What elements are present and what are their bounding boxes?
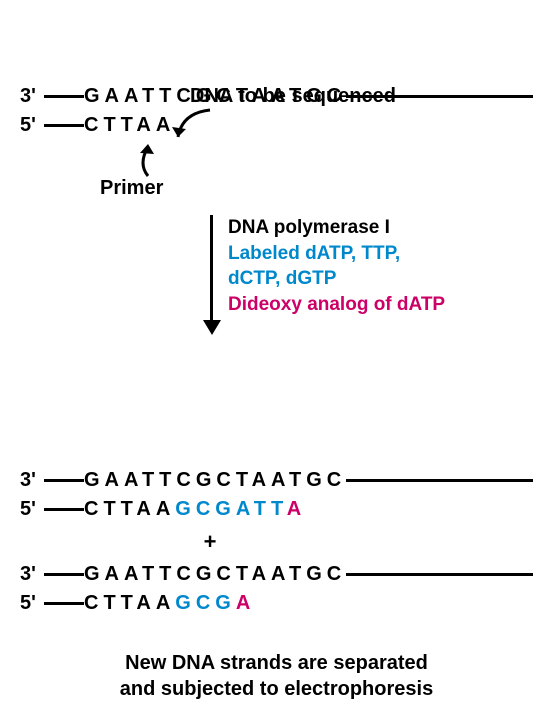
down-arrow-line [210, 215, 213, 325]
three-prime-label: 3' [20, 469, 44, 492]
primer-label-group: Primer [100, 177, 533, 200]
reagent-dntp-2: dCTP, dGTP [228, 266, 533, 292]
product2-template: 3' GAATTCGCTAATGC [20, 563, 533, 586]
strand-line-left [44, 573, 84, 576]
strand-line-right [346, 479, 533, 482]
spacer [20, 333, 533, 463]
five-prime-label: 5' [20, 498, 44, 521]
title-arrow [170, 107, 220, 147]
caption: New DNA strands are separated and subjec… [20, 650, 533, 702]
strand-line-left [44, 479, 84, 482]
reagent-ddntp: Dideoxy analog of dATP [228, 292, 533, 318]
product1-new-strand: 5' CTTAAGCGATTA [20, 498, 533, 521]
product1-template: 3' GAATTCGCTAATGC [20, 469, 533, 492]
reagent-polymerase: DNA polymerase I [228, 215, 533, 241]
primer-label-text: Primer [100, 177, 163, 199]
five-prime-label: 5' [20, 114, 44, 137]
down-arrow-head [203, 320, 221, 335]
primer-sequence-1: CTTAA [84, 114, 175, 137]
caption-line-1: New DNA strands are separated [20, 650, 533, 676]
product1-primer-part: CTTAA [84, 498, 175, 520]
product1-terminator: A [287, 498, 306, 520]
strand-line-left [44, 508, 84, 511]
five-prime-label: 5' [20, 592, 44, 615]
primer-strand-1: 5' CTTAA [20, 114, 533, 137]
product1-labeled-part: GCGATT [175, 498, 286, 520]
plus-separator: + [200, 529, 220, 555]
product2-sequence: CTTAAGCGA [84, 592, 255, 615]
product2-labeled-part: GCG [175, 592, 236, 614]
primer-arrow [128, 139, 168, 179]
product1-sequence: CTTAAGCGATTA [84, 498, 306, 521]
three-prime-label: 3' [20, 85, 44, 108]
product2-new-strand: 5' CTTAAGCGA [20, 592, 533, 615]
three-prime-label: 3' [20, 563, 44, 586]
product1-template-seq: GAATTCGCTAATGC [84, 469, 346, 492]
strand-line-left [44, 602, 84, 605]
caption-line-2: and subjected to electrophoresis [20, 676, 533, 702]
product2-terminator: A [236, 592, 255, 614]
product2-primer-part: CTTAA [84, 592, 175, 614]
title-group: DNA to be sequenced [190, 85, 396, 108]
reagent-list: DNA polymerase I Labeled dATP, TTP, dCTP… [228, 215, 533, 318]
product2-template-seq: GAATTCGCTAATGC [84, 563, 346, 586]
title-text: DNA to be sequenced [190, 85, 396, 107]
strand-line-left [44, 95, 84, 98]
strand-line-left [44, 124, 84, 127]
reaction-arrow-group: DNA polymerase I Labeled dATP, TTP, dCTP… [210, 215, 533, 318]
reagent-dntp-1: Labeled dATP, TTP, [228, 241, 533, 267]
diagram-container: DNA to be sequenced 3' GAATTCGCTAATGC 5'… [20, 85, 533, 702]
strand-line-right [346, 573, 533, 576]
